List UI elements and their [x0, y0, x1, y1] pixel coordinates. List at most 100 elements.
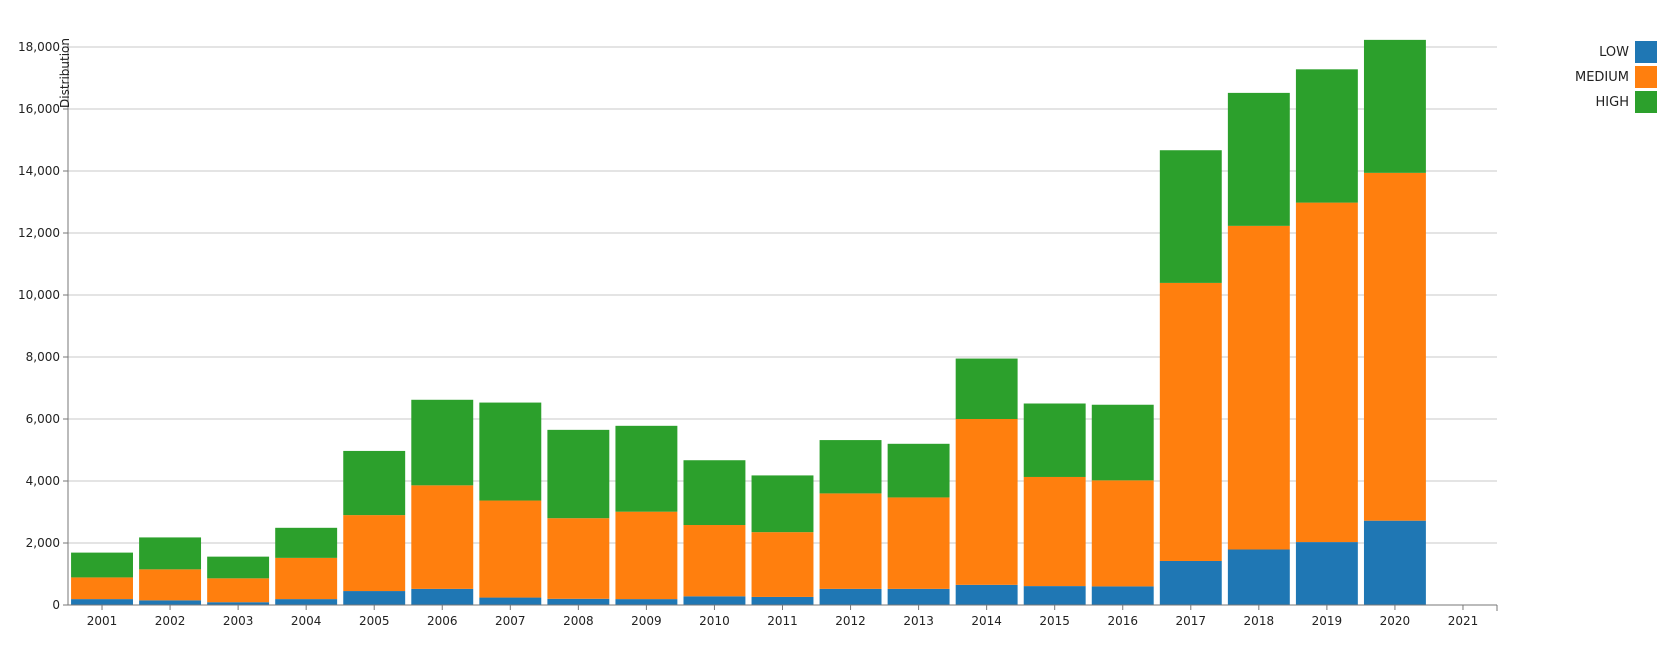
bar-medium-2019	[1295, 202, 1358, 543]
bar-high-2005	[343, 450, 406, 516]
bar-low-2006	[411, 588, 474, 605]
y-tick-label: 8,000	[26, 350, 60, 364]
legend-swatch-low	[1635, 41, 1657, 63]
x-tick-label: 2010	[699, 614, 730, 628]
x-tick-label: 2005	[359, 614, 390, 628]
bar-medium-2002	[139, 569, 202, 601]
bar-high-2014	[955, 358, 1018, 419]
bar-medium-2009	[615, 511, 678, 600]
x-tick-label: 2006	[427, 614, 458, 628]
x-tick-label: 2015	[1039, 614, 1070, 628]
x-tick-label: 2017	[1176, 614, 1207, 628]
x-tick-label: 2014	[971, 614, 1002, 628]
x-tick-label: 2011	[767, 614, 798, 628]
y-tick-label: 4,000	[26, 474, 60, 488]
bar-low-2003	[207, 602, 270, 605]
legend-label-low: LOW	[1599, 45, 1629, 60]
bar-high-2011	[751, 475, 814, 533]
bars	[71, 39, 1426, 605]
bar-low-2014	[955, 584, 1018, 605]
x-tick-label: 2013	[903, 614, 934, 628]
x-tick-label: 2008	[563, 614, 594, 628]
bar-high-2012	[819, 440, 882, 494]
axes: 0 2,000 4,000 6,000 8,000 10,000 12,000 14,000 1…	[18, 40, 1498, 628]
x-tick-label: 2009	[631, 614, 662, 628]
bar-high-2019	[1295, 69, 1358, 203]
bar-low-2001	[71, 599, 133, 605]
bar-high-2004	[275, 527, 338, 558]
bar-medium-2007	[479, 500, 542, 598]
y-tick-label: 2,000	[26, 536, 60, 550]
bar-high-2015	[1023, 403, 1086, 477]
bar-medium-2001	[71, 577, 133, 600]
bar-high-2017	[1159, 150, 1222, 283]
bar-high-2018	[1227, 92, 1290, 226]
legend-label-high: HIGH	[1596, 95, 1629, 110]
bar-high-2016	[1091, 404, 1154, 481]
bar-low-2005	[343, 591, 406, 605]
bar-high-2007	[479, 402, 542, 501]
x-tick-label: 2004	[291, 614, 322, 628]
x-tick-label: 2021	[1448, 614, 1479, 628]
bar-medium-2012	[819, 493, 882, 589]
bar-low-2004	[275, 599, 338, 605]
bar-low-2015	[1023, 586, 1086, 605]
bar-low-2009	[615, 599, 678, 605]
y-tick-label: 10,000	[18, 288, 60, 302]
y-tick-label: 0	[52, 598, 60, 612]
bar-medium-2013	[887, 497, 950, 589]
bar-low-2010	[683, 596, 746, 605]
x-tick-label: 2016	[1107, 614, 1138, 628]
bar-high-2008	[547, 429, 610, 519]
bar-high-2010	[683, 460, 746, 526]
bar-medium-2010	[683, 525, 746, 597]
x-tick-label: 2019	[1312, 614, 1343, 628]
x-tick-label: 2001	[87, 614, 118, 628]
x-tick-label: 2007	[495, 614, 526, 628]
bar-medium-2006	[411, 485, 474, 589]
bar-low-2011	[751, 596, 814, 605]
x-tick-label: 2002	[155, 614, 186, 628]
bar-medium-2016	[1091, 480, 1154, 587]
bar-high-2001	[71, 552, 133, 578]
bar-high-2006	[411, 399, 474, 486]
y-tick-label: 12,000	[18, 226, 60, 240]
bar-low-2017	[1159, 560, 1222, 605]
bar-low-2018	[1227, 549, 1290, 605]
x-tick-label: 2020	[1380, 614, 1411, 628]
bar-medium-2008	[547, 518, 610, 599]
legend: LOW MEDIUM HIGH	[1575, 41, 1657, 113]
y-tick-label: 6,000	[26, 412, 60, 426]
x-tick-label: 2012	[835, 614, 866, 628]
y-tick-label: 16,000	[18, 102, 60, 116]
bar-low-2008	[547, 598, 610, 605]
bar-medium-2004	[275, 557, 338, 600]
legend-label-medium: MEDIUM	[1575, 70, 1629, 85]
bar-medium-2020	[1363, 172, 1426, 521]
bar-medium-2003	[207, 578, 270, 603]
bar-high-2002	[139, 537, 202, 570]
x-tick-label: 2003	[223, 614, 254, 628]
bar-high-2013	[887, 443, 950, 498]
bar-medium-2014	[955, 419, 1018, 585]
bar-low-2012	[819, 588, 882, 605]
bar-medium-2018	[1227, 225, 1290, 550]
bar-low-2019	[1295, 542, 1358, 605]
bar-low-2013	[887, 588, 950, 605]
bar-high-2020	[1363, 39, 1426, 173]
bar-high-2003	[207, 556, 270, 579]
y-tick-label: 18,000	[18, 40, 60, 54]
bar-low-2016	[1091, 586, 1154, 605]
y-tick-label: 14,000	[18, 164, 60, 178]
legend-swatch-high	[1635, 91, 1657, 113]
bar-medium-2015	[1023, 476, 1086, 587]
bar-low-2002	[139, 600, 202, 605]
bar-high-2009	[615, 425, 678, 512]
bar-low-2020	[1363, 520, 1426, 605]
legend-swatch-medium	[1635, 66, 1657, 88]
x-tick-label: 2018	[1244, 614, 1275, 628]
bar-medium-2017	[1159, 282, 1222, 561]
bar-medium-2011	[751, 532, 814, 597]
